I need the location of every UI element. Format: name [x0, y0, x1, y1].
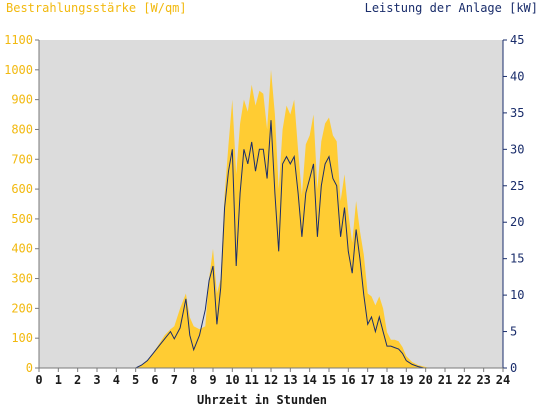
x-tick-label: 12: [264, 373, 278, 387]
x-tick-label: 15: [322, 373, 336, 387]
x-tick-label: 3: [93, 373, 100, 387]
right-tick-label: 40: [510, 69, 524, 83]
left-tick-label: 0: [26, 361, 33, 375]
left-tick-label: 500: [11, 212, 33, 226]
x-tick-label: 6: [151, 373, 158, 387]
x-axis-title: Uhrzeit in Stunden: [197, 393, 327, 407]
x-tick-label: 1: [55, 373, 62, 387]
x-tick-label: 9: [209, 373, 216, 387]
x-tick-label: 23: [476, 373, 490, 387]
left-axis-ticks: 0 100 200 300 400 500 600 700 800 900 1000 1100: [4, 33, 39, 375]
right-tick-label: 10: [510, 288, 524, 302]
x-tick-label: 7: [171, 373, 178, 387]
right-axis-ticks: 0 5 10 15 20 25 30 35 40 45: [503, 33, 524, 375]
right-axis-title: Leistung der Anlage [kW]: [365, 1, 538, 15]
x-axis-ticks: 0 1 2 3 4 5 6 7 8 9 10 11 12 13 14 15 16 17 18 19 20 21 22 23 24: [35, 368, 510, 387]
x-tick-label: 21: [438, 373, 452, 387]
x-tick-label: 18: [380, 373, 394, 387]
x-tick-label: 8: [190, 373, 197, 387]
x-tick-label: 11: [244, 373, 258, 387]
x-tick-label: 5: [132, 373, 139, 387]
left-tick-label: 200: [11, 301, 33, 315]
x-tick-label: 4: [113, 373, 120, 387]
x-tick-label: 0: [35, 373, 42, 387]
power-line-layer: [39, 120, 503, 369]
right-tick-label: 0: [510, 361, 517, 375]
x-tick-label: 14: [302, 373, 316, 387]
x-tick-label: 20: [418, 373, 432, 387]
x-tick-label: 19: [399, 373, 413, 387]
right-tick-label: 45: [510, 33, 524, 47]
right-tick-label: 15: [510, 252, 524, 266]
x-tick-label: 22: [457, 373, 471, 387]
irradiance-area: [39, 69, 503, 369]
left-tick-label: 700: [11, 152, 33, 166]
x-tick-label: 10: [225, 373, 239, 387]
right-tick-label: 20: [510, 215, 524, 229]
left-tick-label: 600: [11, 182, 33, 196]
right-tick-label: 5: [510, 325, 517, 339]
x-tick-label: 13: [283, 373, 297, 387]
left-tick-label: 400: [11, 242, 33, 256]
right-tick-label: 35: [510, 106, 524, 120]
left-tick-label: 300: [11, 272, 33, 286]
right-tick-label: 25: [510, 179, 524, 193]
x-tick-label: 16: [341, 373, 355, 387]
left-axis-title: Bestrahlungsstärke [W/qm]: [6, 1, 187, 15]
right-tick-label: 30: [510, 142, 524, 156]
x-tick-label: 2: [74, 373, 81, 387]
left-tick-label: 100: [11, 331, 33, 345]
left-tick-label: 1000: [4, 63, 33, 77]
power-line: [39, 120, 503, 369]
left-tick-label: 1100: [4, 33, 33, 47]
left-tick-label: 900: [11, 93, 33, 107]
x-tick-label: 17: [360, 373, 374, 387]
left-tick-label: 800: [11, 122, 33, 136]
irradiance-area-layer: [39, 69, 503, 369]
x-tick-label: 24: [496, 373, 510, 387]
